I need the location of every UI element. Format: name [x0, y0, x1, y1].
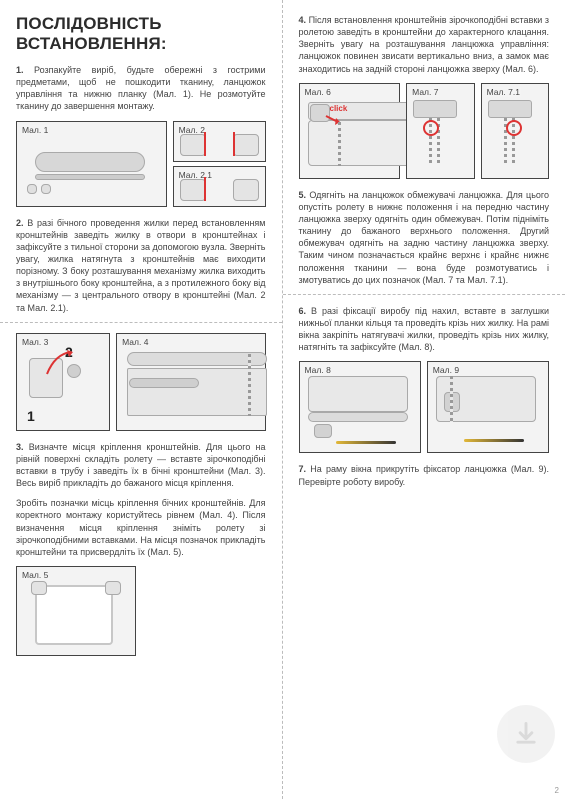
- figure-1: Мал. 1: [16, 121, 167, 207]
- step-7-body: На раму вікна прикрутіть фіксатор ланцюж…: [299, 464, 550, 486]
- figure-3: Мал. 3 1 2: [16, 333, 110, 431]
- page: ПОСЛІДОВНІСТЬ ВСТАНОВЛЕННЯ: 1. Розпакуйт…: [0, 0, 565, 799]
- watermark-icon: [497, 705, 555, 763]
- step-1-text: 1. Розпакуйте виріб, будьте обережні з г…: [16, 64, 266, 113]
- step-5-text: 5. Одягніть на ланцюжок обмежувачі ланцю…: [299, 189, 550, 286]
- step-4-body: Після встановлення кронштейнів зірочкопо…: [299, 15, 550, 74]
- figure-7: Мал. 7: [406, 83, 474, 179]
- fig-row-2: Мал. 3 1 2 Мал. 4: [16, 333, 266, 431]
- fig-row-5: Мал. 8 Мал. 9: [299, 361, 550, 453]
- step-2-body: В разі бічного проведення жилки перед вс…: [16, 218, 266, 313]
- figure-1-sketch: [17, 122, 166, 206]
- separator-1: [0, 322, 282, 323]
- figure-6: Мал. 6 click: [299, 83, 401, 179]
- page-number: 2: [555, 786, 559, 795]
- fig-row-1: Мал. 1 Мал. 2: [16, 121, 266, 207]
- page-title: ПОСЛІДОВНІСТЬ ВСТАНОВЛЕННЯ:: [16, 14, 266, 54]
- step-6-text: 6. В разі фіксації виробу під нахил, вст…: [299, 305, 550, 354]
- figure-9: Мал. 9: [427, 361, 549, 453]
- step-3-text-b: Зробіть позначки місць кріплення бічних …: [16, 497, 266, 558]
- click-label-1: click: [330, 104, 348, 113]
- figure-2: Мал. 2: [173, 121, 266, 162]
- step-3-num: 3.: [16, 442, 24, 452]
- step-1-body: Розпакуйте виріб, будьте обережні з гост…: [16, 65, 266, 111]
- figure-5: Мал. 5: [16, 566, 136, 656]
- figure-2-stack: Мал. 2 Мал. 2.1: [173, 121, 266, 207]
- step-7-text: 7. На раму вікна прикрутіть фіксатор лан…: [299, 463, 550, 487]
- left-column: ПОСЛІДОВНІСТЬ ВСТАНОВЛЕННЯ: 1. Розпакуйт…: [0, 0, 283, 799]
- step-3-text-a: 3. Визначте місця кріплення кронштейнів.…: [16, 441, 266, 490]
- fig-row-3: Мал. 5: [16, 566, 266, 656]
- step-2-text: 2. В разі бічного проведення жилки перед…: [16, 217, 266, 314]
- step-5-num: 5.: [299, 190, 307, 200]
- step-3-body-b: Зробіть позначки місць кріплення бічних …: [16, 498, 266, 557]
- step-6-num: 6.: [299, 306, 307, 316]
- step-4-text: 4. Після встановлення кронштейнів зірочк…: [299, 14, 550, 75]
- step-2-num: 2.: [16, 218, 24, 228]
- figure-2-1: Мал. 2.1: [173, 166, 266, 207]
- step-6-body: В разі фіксації виробу під нахил, вставт…: [299, 306, 550, 352]
- step-5-body: Одягніть на ланцюжок обмежувачі ланцюжка…: [299, 190, 550, 285]
- step-4-num: 4.: [299, 15, 307, 25]
- figure-7-1: Мал. 7.1: [481, 83, 549, 179]
- fig-row-4: Мал. 6 click Мал. 7: [299, 83, 550, 179]
- step-1-num: 1.: [16, 65, 24, 75]
- step-3-body-a: Визначте місця кріплення кронштейнів. Дл…: [16, 442, 266, 488]
- separator-2: [283, 294, 565, 295]
- right-column: 4. Після встановлення кронштейнів зірочк…: [283, 0, 565, 799]
- figure-4: Мал. 4: [116, 333, 265, 431]
- step-7-num: 7.: [299, 464, 307, 474]
- figure-8: Мал. 8: [299, 361, 421, 453]
- badge-1: 1: [27, 408, 35, 424]
